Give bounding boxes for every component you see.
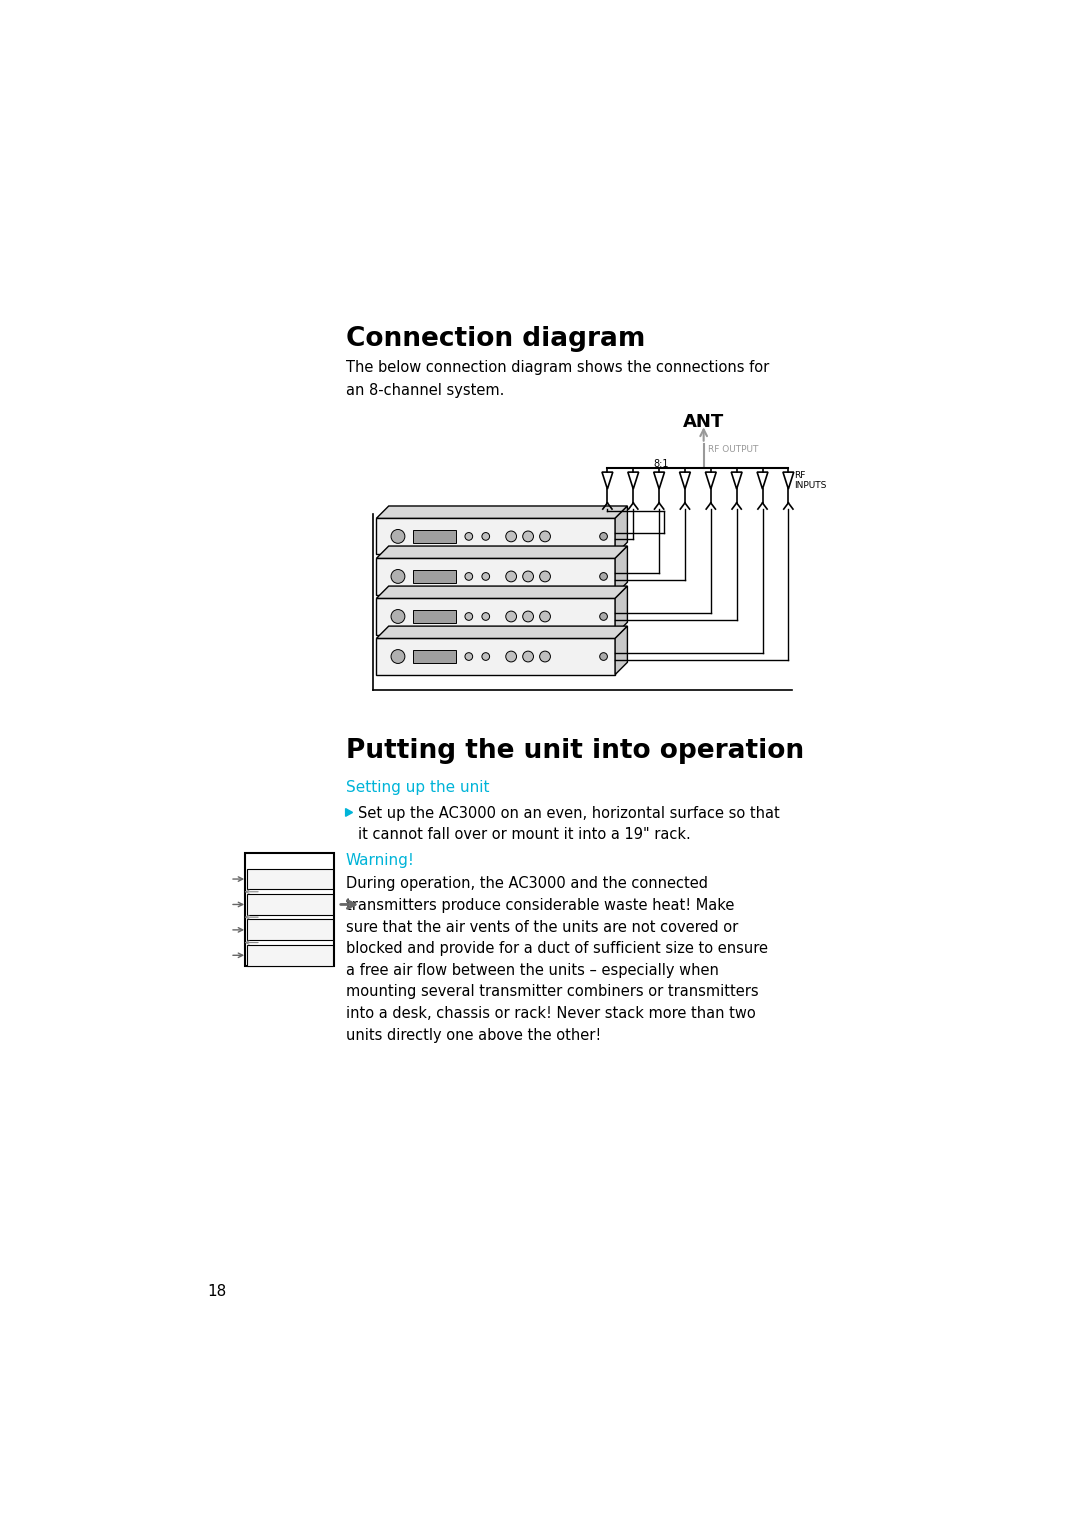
Circle shape: [505, 611, 516, 622]
Polygon shape: [616, 626, 627, 675]
Circle shape: [391, 610, 405, 623]
Circle shape: [465, 573, 473, 581]
Text: 8:1: 8:1: [653, 458, 669, 469]
Polygon shape: [346, 808, 352, 816]
Bar: [377, 558, 616, 594]
Bar: [245, 853, 334, 966]
Circle shape: [540, 571, 551, 582]
Bar: [377, 518, 616, 555]
Circle shape: [391, 530, 405, 544]
Bar: [247, 894, 333, 915]
Text: RF
INPUTS: RF INPUTS: [795, 471, 827, 490]
Circle shape: [482, 613, 489, 620]
Text: Warning!: Warning!: [346, 853, 415, 868]
Bar: [247, 944, 333, 966]
Circle shape: [599, 533, 607, 541]
Circle shape: [540, 651, 551, 662]
Circle shape: [599, 613, 607, 620]
Circle shape: [540, 611, 551, 622]
Circle shape: [523, 611, 534, 622]
Text: Connection diagram: Connection diagram: [346, 325, 645, 351]
Circle shape: [540, 532, 551, 542]
Circle shape: [482, 533, 489, 541]
Circle shape: [599, 652, 607, 660]
Text: 18: 18: [207, 1285, 226, 1299]
Circle shape: [505, 571, 516, 582]
Polygon shape: [616, 587, 627, 634]
Polygon shape: [616, 545, 627, 594]
Polygon shape: [377, 506, 627, 518]
Circle shape: [391, 649, 405, 663]
Bar: [247, 868, 333, 889]
Text: ANT: ANT: [683, 413, 725, 431]
Circle shape: [505, 532, 516, 542]
Text: Putting the unit into operation: Putting the unit into operation: [346, 738, 804, 764]
Text: The below connection diagram shows the connections for
an 8-channel system.: The below connection diagram shows the c…: [346, 361, 769, 397]
Circle shape: [523, 571, 534, 582]
Bar: [414, 570, 456, 582]
Circle shape: [465, 613, 473, 620]
Text: Set up the AC3000 on an even, horizontal surface so that
it cannot fall over or : Set up the AC3000 on an even, horizontal…: [357, 805, 780, 842]
Bar: [377, 639, 616, 675]
Circle shape: [505, 651, 516, 662]
Bar: [414, 651, 456, 663]
Polygon shape: [377, 545, 627, 558]
Circle shape: [391, 570, 405, 584]
Circle shape: [599, 573, 607, 581]
Bar: [247, 920, 333, 940]
Circle shape: [482, 652, 489, 660]
Bar: [377, 599, 616, 634]
Text: Setting up the unit: Setting up the unit: [346, 781, 489, 795]
Circle shape: [482, 573, 489, 581]
Text: RF OUTPUT: RF OUTPUT: [707, 445, 758, 454]
Polygon shape: [377, 587, 627, 599]
Bar: [414, 610, 456, 622]
Text: During operation, the AC3000 and the connected
transmitters produce considerable: During operation, the AC3000 and the con…: [346, 877, 768, 1042]
Circle shape: [523, 532, 534, 542]
Circle shape: [465, 652, 473, 660]
Circle shape: [523, 651, 534, 662]
Polygon shape: [377, 626, 627, 639]
Bar: [414, 530, 456, 542]
Polygon shape: [616, 506, 627, 555]
Circle shape: [465, 533, 473, 541]
